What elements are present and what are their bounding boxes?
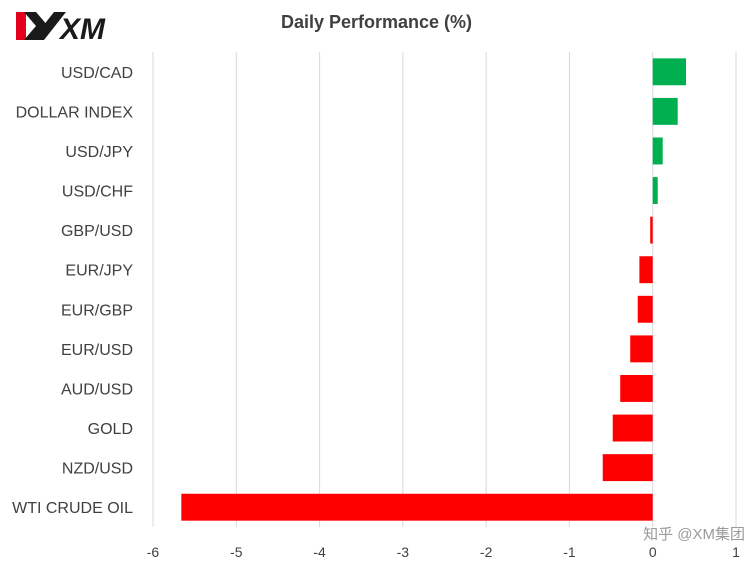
bar-eur-jpy <box>639 256 653 284</box>
x-tick-label: 1 <box>732 544 740 560</box>
bar-eur-gbp <box>637 295 653 323</box>
bar-usd-jpy <box>652 137 663 165</box>
category-label: EUR/USD <box>61 342 133 359</box>
category-label: EUR/JPY <box>65 263 133 280</box>
x-tick-label: -4 <box>313 544 326 560</box>
category-label: NZD/USD <box>62 461 133 478</box>
logo-text: XM <box>58 13 106 46</box>
x-tick-label: -5 <box>230 544 243 560</box>
category-label: USD/CAD <box>61 65 133 82</box>
category-label: USD/JPY <box>65 144 133 161</box>
x-tick-label: -6 <box>147 544 160 560</box>
category-label: AUD/USD <box>61 381 133 398</box>
x-tick-label: -2 <box>480 544 493 560</box>
category-label: EUR/GBP <box>61 302 133 319</box>
category-label: DOLLAR INDEX <box>16 104 134 121</box>
bar-dollar-index <box>652 97 678 125</box>
bar-gold <box>612 414 653 442</box>
category-label: GOLD <box>88 421 133 438</box>
category-label: GBP/USD <box>61 223 133 240</box>
xm-logo: XM <box>16 12 106 46</box>
bar-eur-usd <box>630 335 653 363</box>
x-tick-label: -1 <box>563 544 576 560</box>
bar-wti-crude-oil <box>181 493 653 521</box>
bar-gbp-usd <box>650 216 653 244</box>
watermark: 知乎 @XM集团 <box>643 526 745 543</box>
bar-usd-cad <box>652 58 687 86</box>
bar-nzd-usd <box>602 454 653 482</box>
bar-aud-usd <box>620 375 653 402</box>
x-tick-label: -3 <box>397 544 410 560</box>
bar-usd-chf <box>652 177 658 204</box>
category-label: USD/CHF <box>62 184 133 201</box>
x-tick-label: 0 <box>649 544 657 560</box>
category-label: WTI CRUDE OIL <box>12 500 133 517</box>
chart-title: Daily Performance (%) <box>280 12 473 32</box>
